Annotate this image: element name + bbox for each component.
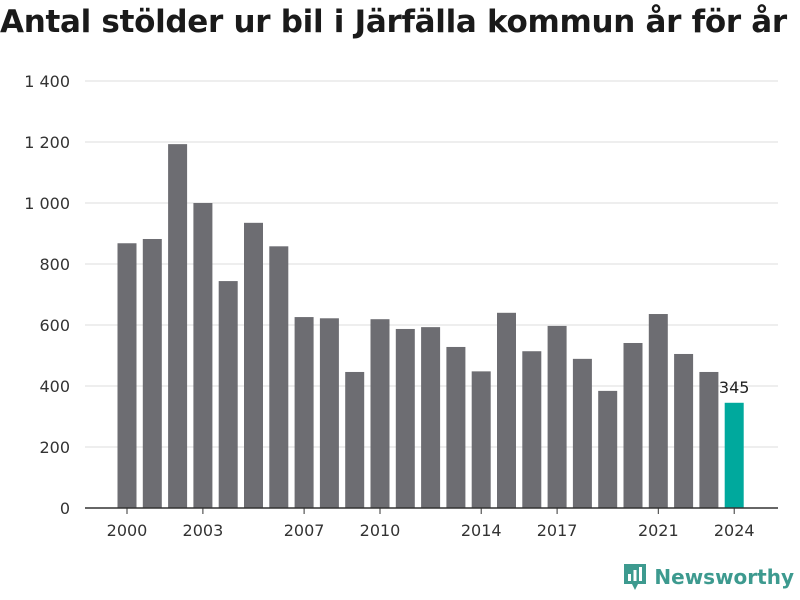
bar-2003 [193,203,213,508]
bar-2002 [168,144,188,508]
y-tick-label: 400 [39,377,70,396]
bar-2013 [446,346,466,508]
bar-2017 [547,325,567,508]
bar-2010 [370,319,390,508]
bar-2004 [218,281,238,508]
bar-2018 [572,358,592,508]
x-tick-label: 2000 [107,521,148,540]
brand-logo: Newsworthy [622,562,794,592]
y-tick-label: 1 200 [24,133,70,152]
chart-bars-icon [624,564,647,590]
bar-2015 [497,312,516,508]
x-tick-label: 2021 [638,521,679,540]
bar-2020 [623,342,643,508]
bar-2006 [269,246,289,508]
x-tick-label: 2017 [537,521,578,540]
bar-2005 [244,222,263,508]
x-tick-label: 2010 [360,521,401,540]
bar-2022 [674,353,694,508]
bar-2007 [294,317,314,508]
bar-2012 [421,327,441,508]
x-tick-label: 2024 [714,521,755,540]
x-tick-label: 2003 [183,521,224,540]
bar-2009 [345,371,365,508]
y-tick-label: 1 400 [24,72,70,91]
chart-title: Antal stölder ur bil i Järfälla kommun å… [0,4,787,40]
bar-2001 [142,238,162,509]
x-tick-label: 2014 [461,521,502,540]
data-label: 345 [719,378,750,397]
y-tick-label: 200 [39,438,70,457]
bar-2016 [522,351,542,508]
y-tick-label: 600 [39,316,70,335]
y-tick-label: 0 [60,499,70,518]
y-tick-label: 800 [39,255,70,274]
bar-2014 [471,371,491,508]
bar-2019 [598,390,618,508]
x-tick-label: 2007 [284,521,325,540]
bar-2024 [724,402,744,508]
bar-2021 [648,314,668,508]
bar-2008 [319,318,339,508]
bar-2011 [395,328,415,508]
y-tick-label: 1 000 [24,194,70,213]
bar-2000 [117,243,137,508]
brand-name: Newsworthy [654,565,794,589]
bar-2023 [699,371,719,508]
